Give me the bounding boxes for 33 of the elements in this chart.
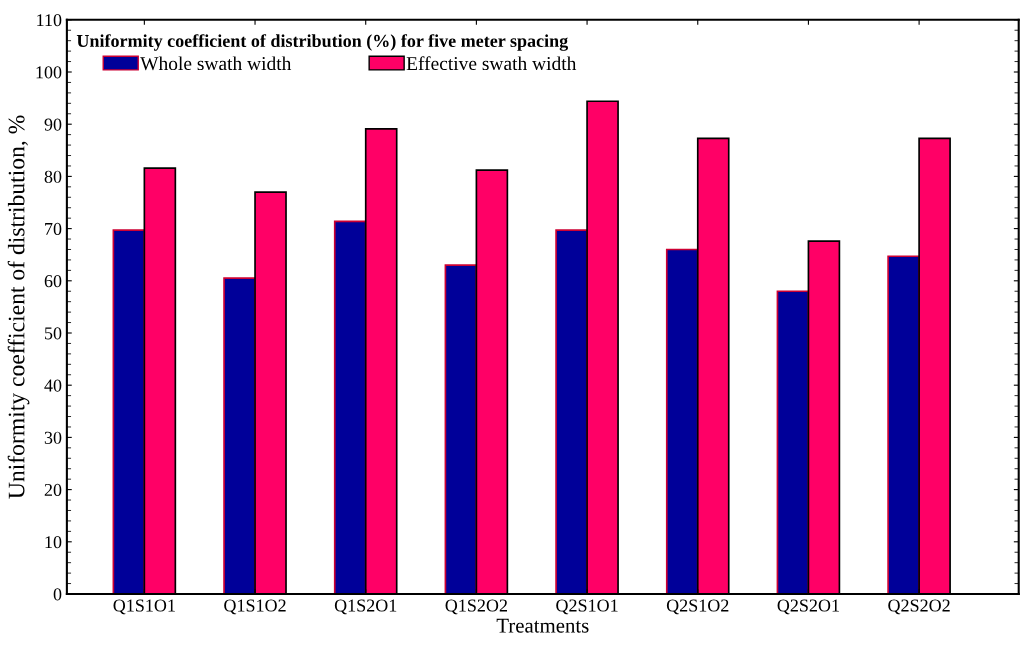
x-tick-label: Q2S2O2 xyxy=(888,599,950,615)
x-tick-label: Q2S2O1 xyxy=(777,599,839,615)
x-tick-label: Q1S1O1 xyxy=(113,599,175,615)
x-tick-label: Q2S1O2 xyxy=(666,599,729,615)
legend-label: Effective swath width xyxy=(406,56,577,71)
y-tick-label: 80 xyxy=(44,170,62,183)
bar xyxy=(444,264,478,594)
y-tick-label: 10 xyxy=(45,536,62,549)
bar xyxy=(333,220,367,594)
x-axis-title: Treatments xyxy=(496,618,589,633)
y-tick-label: 110 xyxy=(37,14,62,27)
bar xyxy=(112,229,146,594)
y-tick-label: 60 xyxy=(44,275,62,288)
y-tick-label: 50 xyxy=(45,327,62,340)
y-tick-label: 90 xyxy=(44,118,62,131)
y-axis-title: Uniformity coefficient of distribution, % xyxy=(7,115,30,499)
bar xyxy=(887,255,920,594)
bar xyxy=(665,248,699,594)
bar xyxy=(223,277,256,594)
y-tick-label: 100 xyxy=(36,66,62,79)
text: Uniformity coefficient of distribution (%) for five meter spacing xyxy=(76,34,568,51)
legend-label: Whole swath width xyxy=(140,56,292,71)
x-tick-label: Q1S2O2 xyxy=(445,599,507,615)
x-tick-label: Q2S1O1 xyxy=(556,599,618,615)
y-tick-label: 40 xyxy=(44,379,62,392)
y-tick-label: 20 xyxy=(44,483,62,497)
x-tick-label: Q1S1O2 xyxy=(224,599,286,615)
y-tick-label: 30 xyxy=(44,431,62,444)
bar xyxy=(776,290,810,594)
x-tick-label: Q1S2O1 xyxy=(334,599,397,615)
y-tick-label: 70 xyxy=(45,222,62,236)
y-tick-label: 0 xyxy=(53,588,62,601)
bar xyxy=(555,229,588,594)
